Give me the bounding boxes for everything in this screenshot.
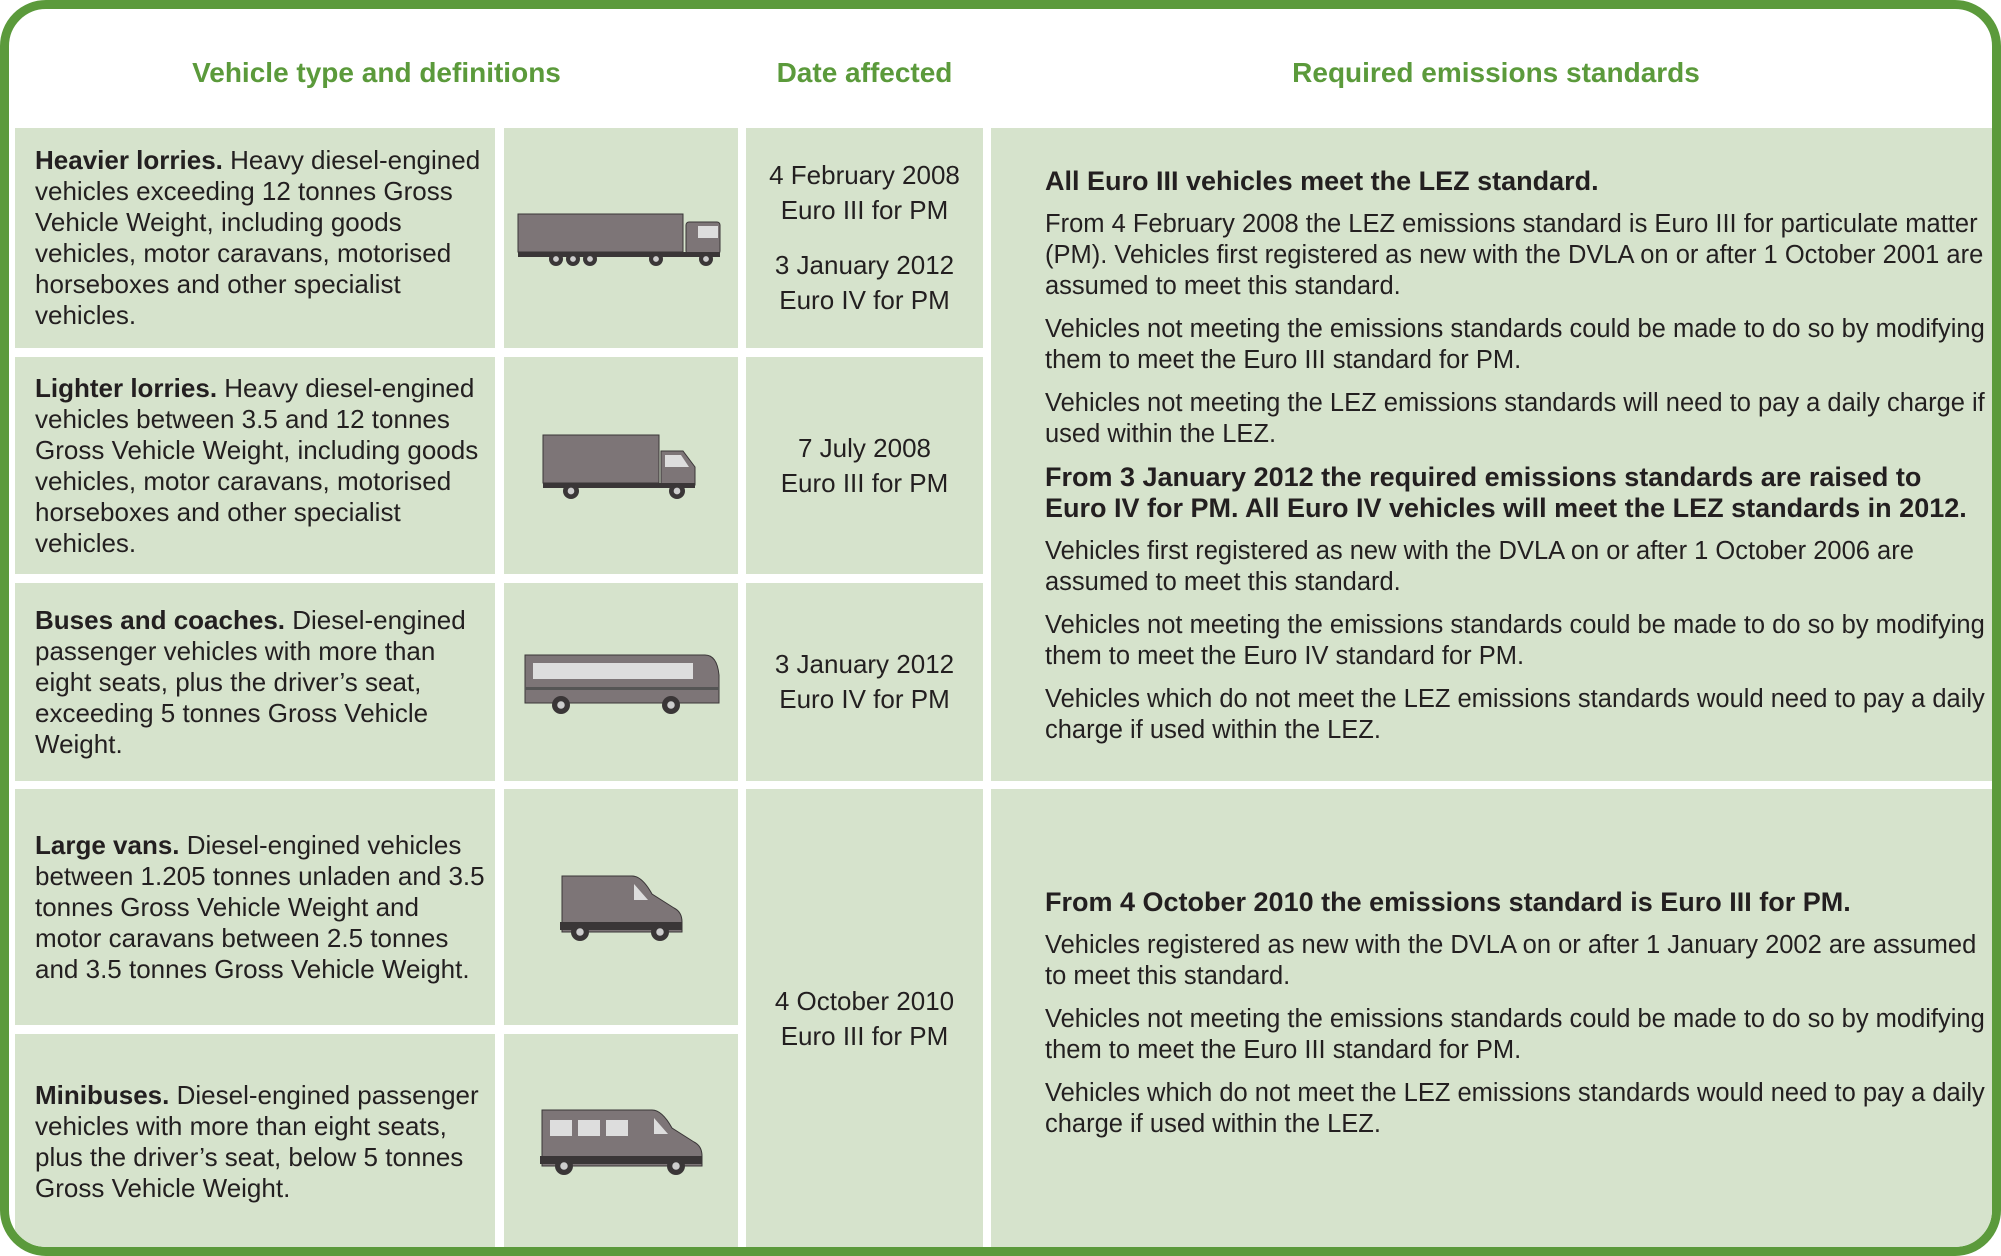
vehicle-name: Large vans. [35,830,180,860]
standards-cell: From 4 October 2010 the emissions standa… [991,789,2001,1249]
standards-paragraph: Vehicles registered as new with the DVLA… [1045,930,1989,992]
column-header: Date affected [746,9,983,137]
standards-paragraph: Vehicles which do not meet the LEZ emiss… [1045,684,1989,746]
vehicle-cell: Large vans. Diesel-engined vehicles betw… [15,789,495,1025]
standards-heading: From 4 October 2010 the emissions standa… [1045,887,1989,918]
vehicle-name: Buses and coaches. [35,605,285,635]
vehicle-definition: Heavier lorries. Heavy diesel-engined ve… [35,145,485,331]
vehicle-definition: Large vans. Diesel-engined vehicles betw… [35,830,485,985]
date: 7 July 2008 [781,431,949,466]
standard: Euro III for PM [781,466,949,501]
vehicle-definition: Minibuses. Diesel-engined passenger vehi… [35,1080,485,1204]
vehicle-cell: Heavier lorries. Heavy diesel-engined ve… [15,128,495,348]
vehicle-definition: Buses and coaches. Diesel-engined passen… [35,605,485,760]
vehicle-name: Heavier lorries. [35,145,223,175]
date: 3 January 2012 [775,647,954,682]
standards-paragraph: Vehicles not meeting the emissions stand… [1045,1004,1989,1066]
column-header: Required emissions standards [991,9,2001,137]
date: 4 February 2008 [769,158,960,193]
standards-paragraph: Vehicles first registered as new with th… [1045,536,1989,598]
vehicle-icon-cell [504,583,738,781]
standards-paragraph: From 4 February 2008 the LEZ emissions s… [1045,209,1989,302]
vehicle-icon [516,208,726,268]
standards-paragraph: Vehicles not meeting the emissions stand… [1045,314,1989,376]
date: 3 January 2012 [775,248,954,283]
standards-cell: All Euro III vehicles meet the LEZ stand… [991,128,2001,781]
date: 4 October 2010 [775,984,954,1019]
table-frame: Vehicle type and definitionsDate affecte… [0,0,2001,1256]
standard: Euro IV for PM [775,283,954,318]
vehicle-definition: Lighter lorries. Heavy diesel-engined ve… [35,373,485,559]
standards-paragraph: Vehicles not meeting the emissions stand… [1045,610,1989,672]
vehicle-icon-cell [504,1034,738,1249]
vehicle-icon [521,647,721,717]
vehicle-cell: Lighter lorries. Heavy diesel-engined ve… [15,357,495,574]
vehicle-icon [556,870,686,945]
standard: Euro III for PM [775,1019,954,1054]
vehicle-name: Lighter lorries. [35,373,217,403]
vehicle-icon-cell [504,128,738,348]
standards-heading: All Euro III vehicles meet the LEZ stand… [1045,166,1989,197]
standards-heading: From 3 January 2012 the required emissio… [1045,462,1989,524]
column-header: Vehicle type and definitions [15,9,738,137]
vehicle-icon-cell [504,789,738,1025]
vehicle-name: Minibuses. [35,1080,169,1110]
vehicle-icon [541,431,701,501]
vehicle-cell: Minibuses. Diesel-engined passenger vehi… [15,1034,495,1249]
standards-paragraph: Vehicles not meeting the LEZ emissions s… [1045,388,1989,450]
standards-paragraph: Vehicles which do not meet the LEZ emiss… [1045,1078,1989,1140]
vehicle-cell: Buses and coaches. Diesel-engined passen… [15,583,495,781]
standard: Euro IV for PM [775,682,954,717]
vehicle-icon [536,1104,706,1179]
vehicle-icon-cell [504,357,738,574]
standard: Euro III for PM [769,193,960,228]
